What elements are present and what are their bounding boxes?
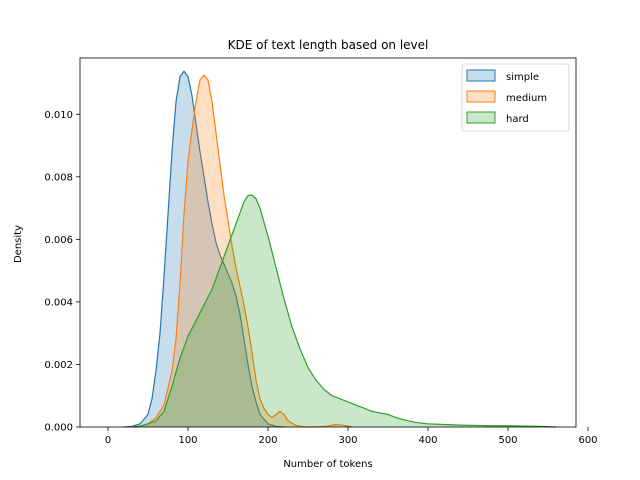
plot-frame [79, 57, 577, 428]
legend-label-medium: medium [506, 93, 547, 104]
legend-swatch-medium [466, 90, 496, 103]
y-tick-label: 0.000 [44, 423, 73, 434]
series-area-simple [124, 71, 284, 427]
x-tick-label: 400 [418, 435, 437, 446]
legend-swatch-simple [466, 69, 496, 82]
series-area-hard [132, 194, 556, 427]
x-tick-label: 300 [338, 435, 357, 446]
x-tick-label: 100 [178, 435, 197, 446]
x-tick-label: 200 [258, 435, 277, 446]
legend-label-simple: simple [506, 72, 539, 83]
x-axis-label: Number of tokens [283, 459, 372, 470]
y-tick-label: 0.004 [44, 297, 73, 308]
legend-label-hard: hard [506, 114, 529, 125]
series-line-hard [131, 194, 557, 428]
x-tick-label: 600 [578, 435, 597, 446]
series-line-medium [131, 74, 353, 428]
series-layer [123, 70, 557, 428]
series-line-simple [123, 70, 285, 428]
x-tick-label: 500 [498, 435, 517, 446]
chart-title: KDE of text length based on level [228, 38, 429, 52]
y-tick-label: 0.008 [44, 172, 73, 183]
y-axis-label: Density [13, 225, 24, 263]
y-tick-label: 0.002 [44, 360, 73, 371]
legend-swatch-hard [466, 111, 496, 124]
x-tick-label: 0 [105, 435, 111, 446]
legend: simple medium hard [461, 63, 570, 132]
y-tick-label: 0.006 [44, 235, 73, 246]
y-tick-label: 0.010 [44, 110, 73, 121]
axes-layer: 0 100 200 300 400 500 600 0.000 0.002 0.004 0.006 0… [44, 57, 598, 446]
